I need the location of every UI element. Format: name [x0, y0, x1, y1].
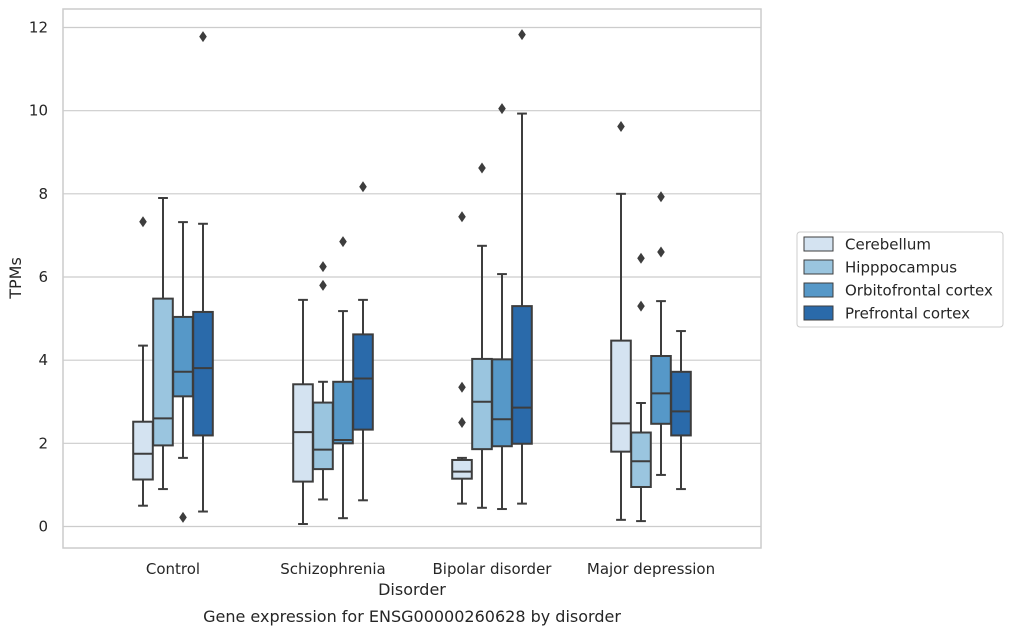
box-2-0 [172, 221, 194, 523]
box-3-2 [511, 29, 533, 505]
outlier-point [518, 29, 526, 41]
box-iqr [312, 401, 334, 471]
outlier-point [139, 216, 147, 228]
x-axis-label: Disorder [378, 580, 446, 599]
box-iqr [511, 305, 533, 445]
legend-frame [796, 231, 1004, 328]
box-3-1 [352, 181, 374, 502]
box-2-3 [650, 191, 672, 476]
box-iqr [670, 370, 692, 437]
legend-label: Hipppocampus [845, 259, 957, 277]
legend-label: Prefrontal cortex [845, 305, 970, 323]
box-iqr [491, 358, 513, 448]
x-tick-label: Bipolar disorder [433, 560, 553, 578]
box-3-0 [192, 31, 214, 513]
box-2-1 [332, 236, 354, 520]
y-tick-label: 12 [29, 19, 48, 37]
box-iqr [630, 431, 652, 488]
box-1-2 [471, 162, 493, 509]
outlier-point [617, 120, 625, 132]
outlier-point [458, 417, 466, 429]
outlier-point [199, 31, 207, 43]
y-tick-label: 10 [29, 102, 48, 120]
legend-swatch [803, 236, 834, 252]
outlier-point [179, 511, 187, 523]
box-iqr [332, 380, 354, 445]
box-1-3 [630, 252, 652, 523]
y-tick-label: 4 [38, 351, 48, 369]
legend: Cerebellum Hipppocampus Orbitofrontal cort… [796, 231, 1004, 328]
box-iqr [172, 315, 194, 398]
outlier-point [498, 103, 506, 115]
box-2-2 [491, 103, 513, 511]
box-iqr [132, 420, 154, 481]
outlier-point [319, 261, 327, 273]
plot-frame [62, 8, 762, 549]
box-iqr [451, 458, 473, 480]
outlier-point [359, 181, 367, 193]
legend-swatch [803, 305, 834, 321]
y-tick-labels: 0 2 4 6 8 10 12 [29, 19, 48, 536]
legend-swatch [803, 282, 834, 298]
box-1-0 [152, 196, 174, 491]
box-0-2 [451, 211, 473, 505]
box-3-3 [670, 330, 692, 491]
legend-label: Orbitofrontal cortex [845, 282, 993, 300]
figure-caption: Gene expression for ENSG00000260628 by d… [203, 607, 621, 626]
box-iqr [610, 339, 632, 453]
box-iqr [471, 357, 493, 451]
outlier-point [637, 300, 645, 312]
box-iqr [352, 333, 374, 431]
box-0-3 [610, 120, 632, 521]
outlier-point [458, 381, 466, 393]
gridlines [63, 26, 761, 528]
outlier-point [319, 279, 327, 291]
y-tick-label: 2 [38, 434, 48, 452]
box-0-0 [132, 216, 154, 507]
y-tick-label: 6 [38, 268, 48, 286]
x-tick-label: Control [146, 560, 200, 578]
y-tick-label: 0 [38, 518, 48, 536]
outlier-point [458, 211, 466, 223]
legend-label: Cerebellum [845, 236, 931, 254]
x-tick-label: Major depression [587, 560, 715, 578]
outlier-point [657, 246, 665, 258]
box-iqr [152, 297, 174, 447]
legend-swatch [803, 259, 834, 275]
box-iqr [192, 310, 214, 437]
outlier-point [339, 236, 347, 248]
box-iqr [650, 355, 672, 425]
x-tick-labels: Control Schizophrenia Bipolar disorder Majo… [146, 560, 715, 578]
outlier-point [478, 162, 486, 174]
y-tick-label: 8 [38, 185, 48, 203]
box-1-1 [312, 261, 334, 501]
outlier-point [657, 191, 665, 203]
box-0-1 [292, 298, 314, 526]
outlier-point [637, 252, 645, 264]
box-series [132, 29, 692, 526]
x-tick-label: Schizophrenia [280, 560, 385, 578]
y-axis-label: TPMs [6, 257, 25, 300]
